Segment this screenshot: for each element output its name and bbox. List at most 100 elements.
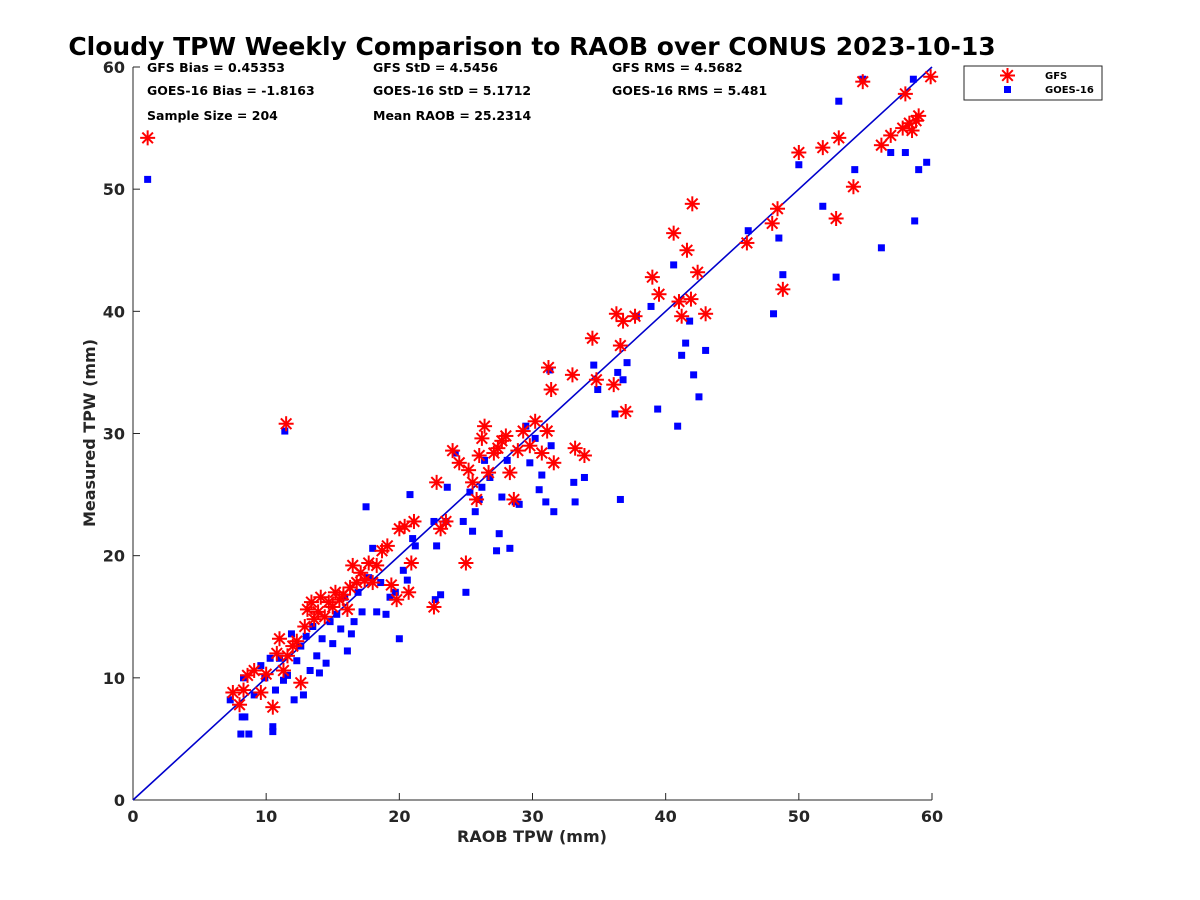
goes-16-point bbox=[395, 635, 403, 643]
chart-title: Cloudy TPW Weekly Comparison to RAOB ove… bbox=[68, 32, 995, 61]
gfs-point bbox=[615, 313, 631, 329]
y-axis-label: Measured TPW (mm) bbox=[80, 339, 99, 527]
gfs-point bbox=[845, 179, 861, 195]
legend: GFS GOES-16 bbox=[963, 65, 1103, 101]
gfs-point bbox=[683, 291, 699, 307]
goes-16-point bbox=[250, 691, 258, 699]
goes-16-point bbox=[775, 234, 783, 242]
x-tick-label: 0 bbox=[127, 807, 138, 826]
x-axis-label: RAOB TPW (mm) bbox=[457, 827, 607, 846]
goes-16-point bbox=[695, 393, 703, 401]
goes-16-point bbox=[670, 261, 678, 269]
gfs-point bbox=[325, 599, 341, 615]
gfs-point bbox=[584, 330, 600, 346]
gfs-point bbox=[279, 648, 295, 664]
goes-16-point bbox=[526, 459, 534, 467]
goes-16-point bbox=[835, 97, 843, 105]
goes-16-point bbox=[654, 405, 662, 413]
goes-16-point bbox=[779, 271, 787, 279]
goes-16-point bbox=[570, 478, 578, 486]
gfs-point bbox=[461, 462, 477, 478]
x-tick-label: 10 bbox=[255, 807, 277, 826]
gfs-point bbox=[293, 675, 309, 691]
gfs-point bbox=[269, 645, 285, 661]
goes-bias-text: GOES-16 Bias = -1.8163 bbox=[147, 83, 315, 98]
gfs-point bbox=[540, 360, 556, 376]
gfs-point bbox=[271, 631, 287, 647]
goes-16-point bbox=[347, 630, 355, 638]
gfs-std-text: GFS StD = 4.5456 bbox=[373, 60, 498, 75]
gfs-point bbox=[317, 609, 333, 625]
gfs-point bbox=[534, 445, 550, 461]
goes-16-point bbox=[547, 442, 555, 450]
goes-16-point bbox=[431, 596, 439, 604]
goes-16-point bbox=[690, 371, 698, 379]
goes-16-point bbox=[271, 686, 279, 694]
goes-16-point bbox=[237, 730, 245, 738]
goes-16-point bbox=[354, 588, 362, 596]
goes-16-point bbox=[682, 339, 690, 347]
goes-16-point bbox=[469, 527, 477, 535]
gfs-point bbox=[764, 215, 780, 231]
gfs-point bbox=[275, 663, 291, 679]
gfs-point bbox=[140, 130, 156, 146]
goes-16-point bbox=[522, 422, 530, 430]
goes-16-point bbox=[343, 647, 351, 655]
gfs-point bbox=[278, 416, 294, 432]
gfs-point bbox=[567, 440, 583, 456]
gfs-point bbox=[612, 338, 628, 354]
gfs-point bbox=[855, 74, 871, 90]
goes-16-point bbox=[329, 640, 337, 648]
goes-16-point bbox=[678, 351, 686, 359]
gfs-point bbox=[401, 584, 417, 600]
gfs-point bbox=[445, 443, 461, 459]
gfs-point bbox=[690, 264, 706, 280]
goes-16-point bbox=[614, 368, 622, 376]
goes-16-point bbox=[506, 544, 514, 552]
goes-16-point bbox=[391, 588, 399, 596]
goes-16-point bbox=[795, 161, 803, 169]
y-tick-label: 0 bbox=[114, 791, 125, 810]
gfs-point bbox=[389, 592, 405, 608]
goes-16-point bbox=[409, 535, 417, 543]
gfs-point bbox=[883, 127, 899, 143]
gfs-point bbox=[498, 428, 514, 444]
gfs-point bbox=[515, 423, 531, 439]
gfs-point bbox=[469, 491, 485, 507]
gfs-point bbox=[406, 513, 422, 529]
legend-box bbox=[963, 65, 1103, 101]
goes-16-point bbox=[580, 473, 588, 481]
gfs-point bbox=[232, 697, 248, 713]
gfs-point bbox=[246, 663, 262, 679]
goes-16-point bbox=[362, 503, 370, 511]
gfs-point bbox=[397, 518, 413, 534]
goes-16-point bbox=[281, 427, 289, 435]
goes-16-point bbox=[315, 669, 323, 677]
y-tick-label: 50 bbox=[103, 180, 125, 199]
gfs-point bbox=[506, 491, 522, 507]
gfs-point bbox=[403, 555, 419, 571]
gfs-point bbox=[911, 108, 927, 124]
goes-16-point bbox=[495, 530, 503, 538]
goes-16-point bbox=[430, 517, 438, 525]
goes-16-point bbox=[571, 498, 579, 506]
goes-16-point bbox=[403, 576, 411, 584]
goes-16-point bbox=[287, 630, 295, 638]
goes-16-point bbox=[909, 75, 917, 83]
goes-16-point bbox=[486, 473, 494, 481]
gfs-point bbox=[815, 140, 831, 156]
goes-16-point bbox=[616, 495, 624, 503]
goes-16-point bbox=[819, 202, 827, 210]
goes-16-point bbox=[337, 625, 345, 633]
goes-16-point bbox=[443, 483, 451, 491]
gfs-point bbox=[539, 423, 555, 439]
x-tick-label: 20 bbox=[388, 807, 410, 826]
goes-16-point bbox=[275, 654, 283, 662]
goes-16-point bbox=[144, 175, 152, 183]
gfs-point bbox=[474, 430, 490, 446]
goes-16-point bbox=[466, 488, 474, 496]
gfs-point bbox=[365, 575, 381, 591]
goes-16-point bbox=[911, 217, 919, 225]
goes-16-point bbox=[293, 657, 301, 665]
gfs-point bbox=[564, 367, 580, 383]
